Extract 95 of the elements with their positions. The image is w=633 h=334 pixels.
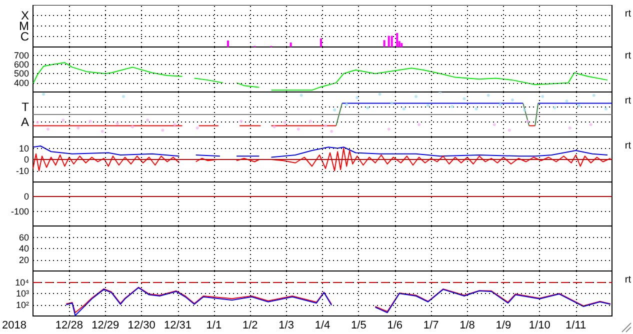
text: rt <box>624 50 632 62</box>
y-tick-label: 10³ <box>16 288 29 298</box>
y-tick-label: 400 <box>14 78 29 88</box>
bar <box>290 42 292 47</box>
text: rt <box>624 96 632 106</box>
point <box>553 106 556 110</box>
bar <box>388 36 390 47</box>
x-tick-label: 1/8 <box>460 320 475 332</box>
text: rt <box>624 274 632 286</box>
x-tick-label: 1/7 <box>423 320 439 332</box>
point <box>402 107 406 110</box>
x-tick-label: 12/29 <box>92 320 120 332</box>
point <box>146 118 150 122</box>
point <box>508 128 511 132</box>
bar <box>383 40 386 47</box>
point <box>76 126 80 130</box>
point <box>36 120 40 124</box>
point <box>345 102 348 106</box>
x-tick-label: 12/30 <box>128 320 156 332</box>
point <box>122 95 125 98</box>
point <box>272 125 276 128</box>
point <box>486 94 490 97</box>
point <box>308 120 312 123</box>
point <box>565 100 568 102</box>
point <box>387 128 390 131</box>
point <box>450 105 454 108</box>
y-tick-label: 20 <box>18 254 29 265</box>
point <box>510 98 514 102</box>
point <box>88 120 92 123</box>
point <box>418 123 420 126</box>
point <box>131 125 134 128</box>
point <box>541 95 544 98</box>
text: rt <box>624 140 632 152</box>
bar <box>400 43 403 47</box>
point <box>604 107 608 110</box>
point <box>526 120 530 123</box>
y-tick-label: 10² <box>16 300 29 310</box>
x-tick-label: 1/4 <box>314 320 330 332</box>
point <box>366 106 370 110</box>
y-tick-label: 0 <box>24 192 29 202</box>
y-tick-label: 40 <box>18 244 29 254</box>
x-tick-label: 1/2 <box>242 320 258 332</box>
point <box>196 126 199 130</box>
point <box>492 123 496 126</box>
bar <box>227 40 230 47</box>
bar <box>390 36 393 47</box>
point <box>173 123 176 126</box>
x-tick-label: 1/11 <box>566 320 586 332</box>
x-tick-label: 1/5 <box>351 320 366 332</box>
point <box>378 92 382 96</box>
point <box>414 95 418 98</box>
point <box>333 108 336 112</box>
point <box>577 104 580 107</box>
point <box>296 128 300 131</box>
text: rt <box>624 8 632 20</box>
point <box>240 120 243 123</box>
point <box>116 122 119 125</box>
point <box>100 130 104 133</box>
y-tick-label: 10 <box>18 143 29 154</box>
x-tick-label: 12/28 <box>55 320 83 332</box>
point <box>568 126 572 130</box>
y-tick-label: 60 <box>18 232 29 242</box>
x-tick-label: 1/10 <box>528 320 550 332</box>
x-axis-title: 2018 <box>2 320 26 332</box>
y-tick-label: 700 <box>14 50 29 60</box>
point <box>498 102 502 106</box>
point <box>330 130 334 133</box>
text: A <box>20 115 29 129</box>
point <box>426 104 430 107</box>
point <box>324 124 328 128</box>
point <box>462 97 466 100</box>
point <box>523 108 526 112</box>
text: T <box>22 100 30 114</box>
y-tick-label: 10⁴ <box>15 277 30 288</box>
point <box>46 128 50 131</box>
x-tick-label: 1/1 <box>206 320 222 332</box>
x-tick-label: 1/6 <box>387 320 403 332</box>
y-tick-label: 500 <box>14 68 29 79</box>
point <box>356 96 359 100</box>
point <box>283 120 286 124</box>
point <box>62 118 65 122</box>
point <box>474 107 478 110</box>
point <box>589 123 592 126</box>
bar <box>396 33 398 47</box>
y-tick-label: -100 <box>10 206 29 216</box>
point <box>592 94 596 97</box>
point <box>42 92 46 96</box>
point <box>300 94 303 97</box>
x-tick-label: 1/3 <box>278 320 294 332</box>
y-tick-label: 600 <box>14 59 29 70</box>
y-tick-label: 0 <box>24 154 29 164</box>
x-tick-label: 1/9 <box>496 320 512 332</box>
y-tick-label: -10 <box>16 166 29 176</box>
bar <box>320 38 322 47</box>
x-tick-label: 12/31 <box>164 320 192 332</box>
